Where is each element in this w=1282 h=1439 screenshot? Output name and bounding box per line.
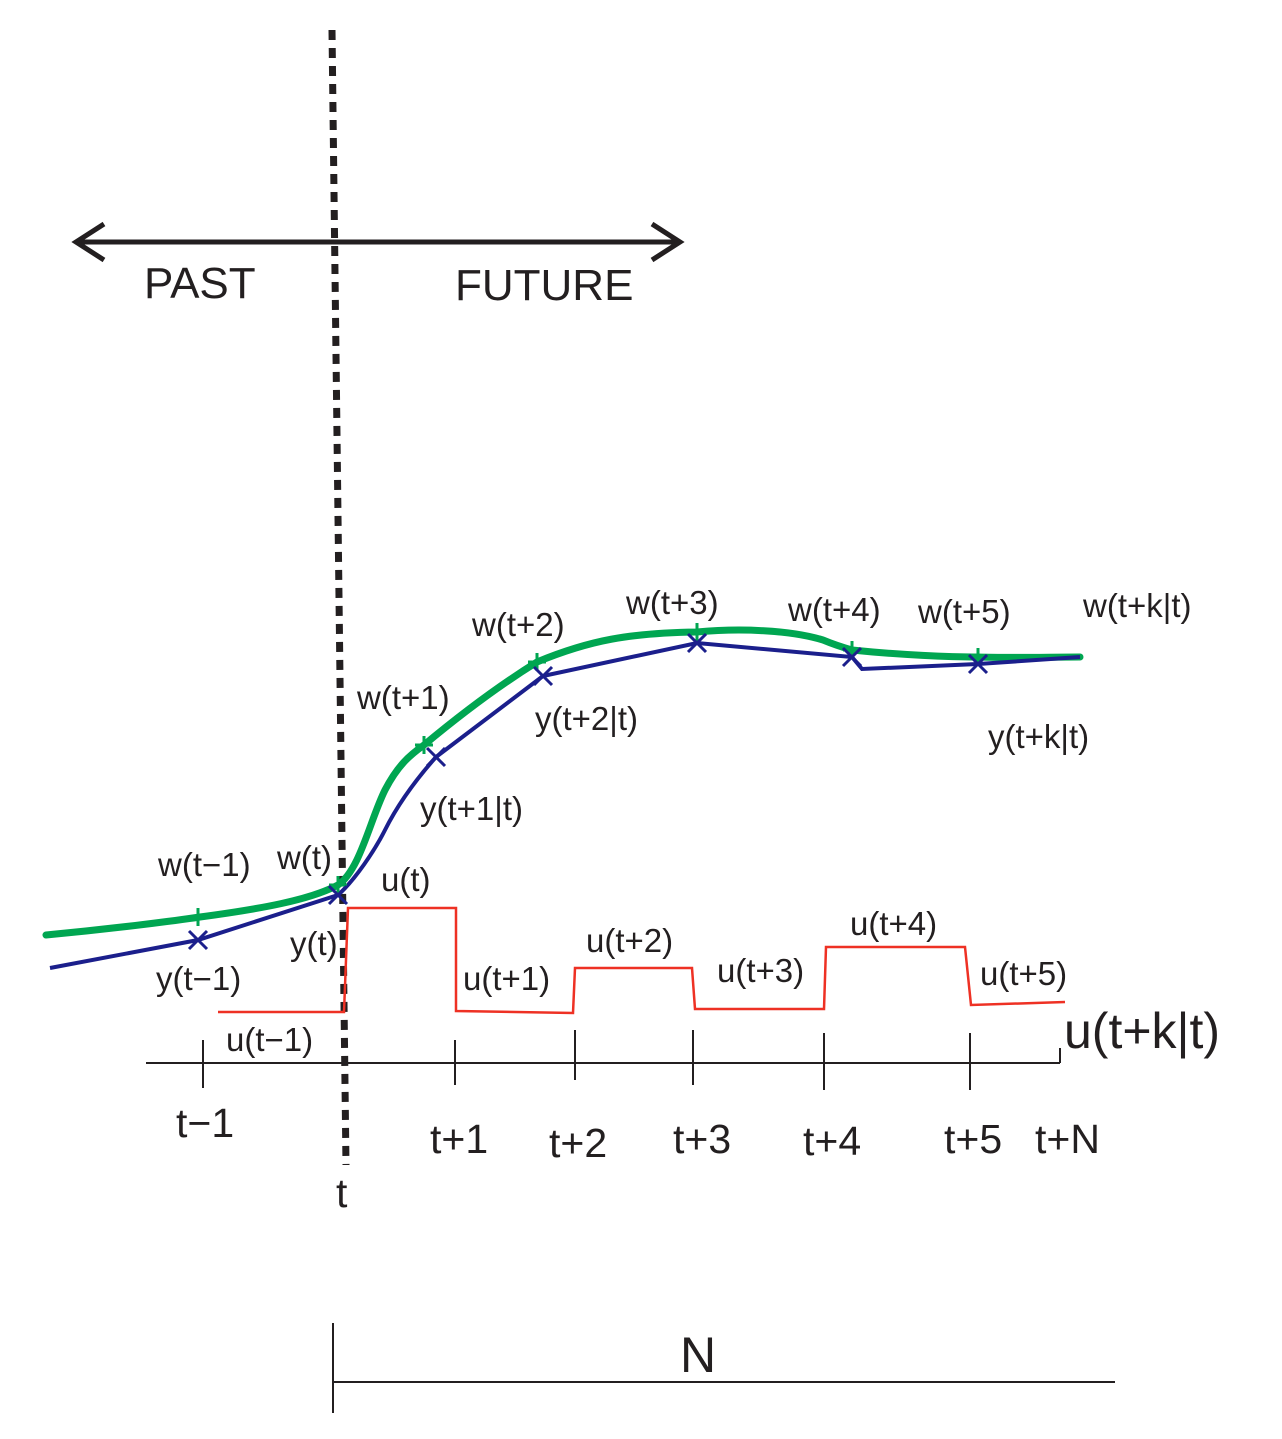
control-label: u(t+3) (717, 952, 804, 989)
tick-label: t+1 (430, 1116, 488, 1162)
control-label: u(t+4) (850, 905, 937, 942)
control-label: u(t−1) (226, 1021, 313, 1058)
tick-label: t+3 (673, 1116, 731, 1162)
time-axis (146, 1030, 1061, 1090)
output-label: y(t−1) (156, 960, 241, 997)
x-marker-icon (967, 653, 989, 675)
x-marker-icon (686, 632, 708, 654)
setpoint-trajectory (42, 626, 1084, 939)
tick-label: t+4 (803, 1118, 861, 1164)
future-label: FUTURE (455, 261, 633, 310)
horizon-label: N (680, 1327, 716, 1383)
control-sequence-label: u(t+k|t) (1064, 1003, 1220, 1059)
control-label: u(t+2) (586, 922, 673, 959)
tick-label: t+2 (549, 1120, 607, 1166)
past-label: PAST (144, 259, 256, 308)
plus-marker-icon (329, 876, 347, 894)
x-marker-icon (841, 646, 863, 668)
tick-label: t+5 (944, 1116, 1002, 1162)
setpoint-label: w(t+k|t) (1082, 587, 1192, 624)
control-label: u(t) (381, 861, 431, 898)
setpoint-label: w(t+2) (471, 606, 565, 643)
tick-label: t−1 (176, 1100, 234, 1146)
plus-marker-icon (189, 908, 207, 926)
prediction-horizon (332, 1323, 1115, 1413)
control-label: u(t+1) (463, 960, 550, 997)
setpoint-label: w(t+3) (625, 584, 719, 621)
plus-marker-icon (688, 623, 706, 641)
output-label: y(t+1|t) (420, 790, 523, 827)
x-marker-icon (187, 929, 209, 951)
control-signal (218, 906, 1066, 1015)
output-label: y(t+k|t) (988, 718, 1089, 755)
output-label: y(t+2|t) (535, 700, 638, 737)
x-marker-icon (425, 746, 447, 768)
output-label: y(t) (290, 925, 338, 962)
tick-label: t+N (1035, 1116, 1100, 1162)
present-time-line (328, 29, 350, 1166)
plus-marker-icon (415, 736, 433, 754)
setpoint-label: w(t) (276, 839, 332, 876)
x-marker-icon (327, 884, 349, 906)
x-marker-icon (532, 665, 554, 687)
predicted-output-trajectory (49, 640, 1081, 970)
output-markers (187, 632, 989, 951)
now-label: t (336, 1170, 348, 1216)
control-label: u(t+5) (980, 955, 1067, 992)
setpoint-label: w(t+5) (917, 593, 1011, 630)
setpoint-label: w(t−1) (157, 846, 251, 883)
direction-arrow (71, 221, 685, 263)
setpoint-label: w(t+1) (356, 679, 450, 716)
setpoint-label: w(t+4) (787, 591, 881, 628)
